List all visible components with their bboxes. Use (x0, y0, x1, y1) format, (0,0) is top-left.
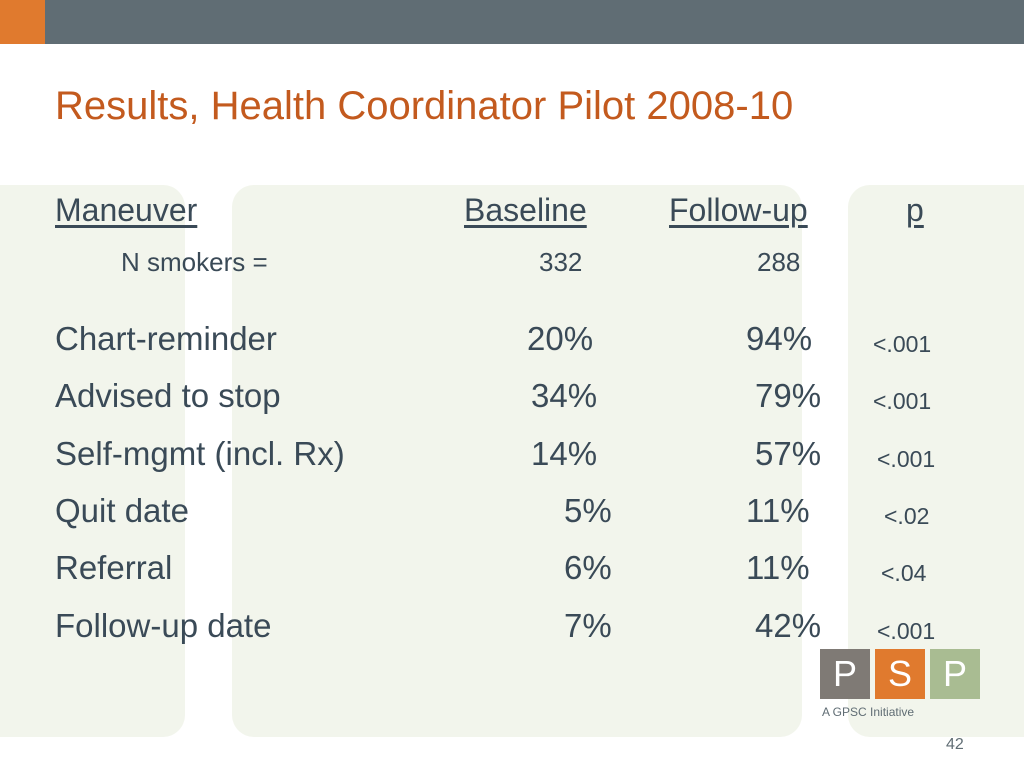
row-baseline: 34% (531, 377, 598, 414)
row-maneuver: Chart-reminder (55, 320, 277, 357)
background-panel-left (0, 185, 185, 737)
slide-title: Results, Health Coordinator Pilot 2008-1… (55, 84, 794, 128)
row-baseline: 5% (564, 492, 612, 529)
n-smokers-baseline: 332 (539, 247, 583, 277)
row-followup: 57% (755, 435, 822, 472)
header-baseline: Baseline (464, 192, 587, 228)
header-followup: Follow-up (669, 192, 808, 228)
background-panel-right (848, 185, 1024, 737)
row-maneuver: Quit date (55, 492, 189, 529)
n-smokers-label: N smokers = (121, 247, 268, 277)
row-followup: 42% (755, 607, 822, 644)
background-panel-center (232, 185, 802, 737)
row-maneuver: Advised to stop (55, 377, 281, 414)
page-number: 42 (946, 736, 964, 753)
top-bar-accent (0, 0, 45, 44)
row-baseline: 14% (531, 435, 598, 472)
logo-letter-p-left: P (820, 649, 870, 699)
row-maneuver: Self-mgmt (incl. Rx) (55, 435, 345, 472)
row-maneuver: Follow-up date (55, 607, 272, 644)
row-maneuver: Referral (55, 549, 173, 586)
logo-tagline: A GPSC Initiative (822, 705, 915, 719)
top-bar (0, 0, 1024, 44)
logo-letter-p-right: P (930, 649, 980, 699)
row-p-value: <.001 (877, 618, 936, 644)
row-p-value: <.001 (877, 446, 936, 472)
row-p-value: <.04 (881, 560, 927, 586)
row-followup: 11% (746, 492, 810, 529)
n-smokers-followup: 288 (757, 247, 801, 277)
row-p-value: <.001 (873, 388, 932, 414)
row-baseline: 6% (564, 549, 612, 586)
row-baseline: 7% (564, 607, 612, 644)
row-p-value: <.02 (884, 503, 930, 529)
logo-letter-s: S (875, 649, 925, 699)
row-followup: 11% (746, 549, 810, 586)
header-p: p (906, 192, 924, 228)
row-followup: 79% (755, 377, 822, 414)
header-maneuver: Maneuver (55, 192, 198, 228)
row-baseline: 20% (527, 320, 594, 357)
row-p-value: <.001 (873, 331, 932, 357)
row-followup: 94% (746, 320, 813, 357)
